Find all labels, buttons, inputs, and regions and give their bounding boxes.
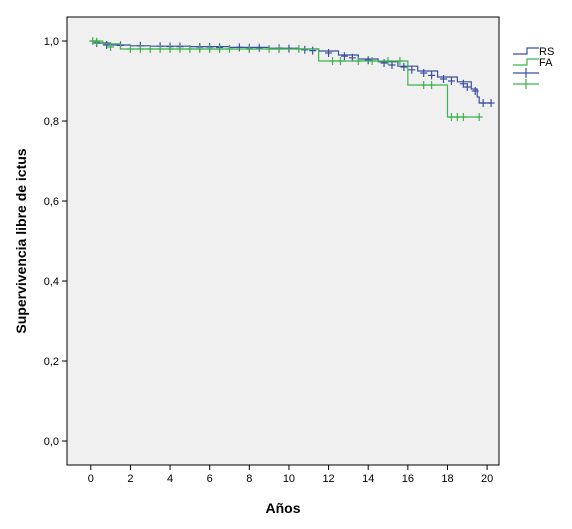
censor-mark-fa <box>447 113 455 121</box>
legend-censor-fa <box>513 79 539 89</box>
censor-mark-rs <box>340 52 348 61</box>
legend-label-fa: FA <box>539 57 553 69</box>
censor-mark-fa <box>396 57 404 65</box>
censor-mark-fa <box>136 45 144 53</box>
censor-mark-fa <box>216 45 224 53</box>
y-tick-label: 0,2 <box>44 356 59 368</box>
axes-layer: 0 2 4 6 8 10 12 14 16 18 20 0,0 0,2 0,4 0,6 0,8 1,0 <box>44 36 494 485</box>
legend-line-rs <box>513 47 539 55</box>
censor-mark-rs <box>380 59 388 67</box>
x-axis-title: Años <box>266 500 301 516</box>
y-axis-title: Supervivencia libre de ictus <box>13 148 29 333</box>
censor-mark-fa <box>89 37 97 45</box>
series-line-fa <box>90 40 480 118</box>
censor-mark-fa <box>265 45 273 53</box>
censor-mark-rs <box>255 43 263 52</box>
censor-mark-fa <box>384 57 392 65</box>
censor-mark-rs <box>440 75 448 83</box>
censor-mark-fa <box>126 45 134 53</box>
censor-mark-fa <box>368 57 376 65</box>
x-tick-label: 16 <box>402 473 414 485</box>
plot-area <box>66 16 500 466</box>
censor-mark-rs <box>103 41 111 49</box>
y-tick-label: 0,4 <box>44 276 59 288</box>
censor-mark-fa <box>93 37 101 46</box>
censor-mark-rs <box>420 69 428 77</box>
censor-mark-rs <box>447 77 455 85</box>
x-tick-label: 0 <box>88 473 94 485</box>
legend-label-rs: RS <box>539 46 554 58</box>
censor-mark-rs <box>235 43 243 52</box>
censor-mark-rs <box>400 63 408 71</box>
censor-mark-fa <box>245 45 253 53</box>
y-tick-label: 0,0 <box>44 436 59 448</box>
x-tick-label: 20 <box>481 473 493 485</box>
censor-mark-fa <box>475 113 483 121</box>
censor-mark-rs <box>388 61 396 69</box>
y-tick-label: 1,0 <box>44 36 59 48</box>
x-tick-label: 14 <box>362 473 374 485</box>
censor-mark-rs <box>471 87 479 95</box>
censor-mark-fa <box>146 45 154 53</box>
censor-mark-rs <box>309 46 317 55</box>
censor-mark-fa <box>336 57 344 65</box>
censor-mark-fa <box>295 45 303 53</box>
censor-mark-rs <box>325 49 333 57</box>
censor-mark-fa <box>459 113 467 121</box>
censor-mark-fa <box>186 45 194 53</box>
censor-mark-rs <box>301 45 309 54</box>
censor-mark-fa <box>196 45 204 53</box>
legend-censor-rs <box>513 68 539 78</box>
censor-mark-fa <box>420 81 428 89</box>
censor-mark-fa <box>225 45 233 53</box>
censor-mark-fa <box>166 45 174 53</box>
censor-mark-rs <box>479 99 487 107</box>
x-tick-label: 18 <box>441 473 453 485</box>
censor-mark-rs <box>408 65 416 74</box>
x-tick-label: 12 <box>322 473 334 485</box>
censor-mark-rs <box>487 99 495 107</box>
censor-mark-rs <box>364 56 372 65</box>
censor-mark-rs <box>459 79 467 88</box>
censor-mark-fa <box>206 45 214 53</box>
x-tick-label: 8 <box>246 473 252 485</box>
censor-mark-fa <box>156 45 164 53</box>
y-tick-label: 0,8 <box>44 116 59 128</box>
censor-mark-fa <box>329 57 337 65</box>
censor-mark-fa <box>428 81 436 89</box>
series-layer <box>89 37 495 121</box>
censor-mark-rs <box>463 83 471 91</box>
x-tick-label: 10 <box>283 473 295 485</box>
x-tick-label: 2 <box>127 473 133 485</box>
censor-mark-fa <box>354 57 362 65</box>
censor-mark-fa <box>176 45 184 53</box>
x-tick-label: 6 <box>207 473 213 485</box>
x-tick-label: 4 <box>167 473 173 485</box>
censor-mark-fa <box>275 45 283 53</box>
y-tick-label: 0,6 <box>44 196 59 208</box>
censor-mark-fa <box>453 113 461 121</box>
censor-mark-rs <box>428 71 436 80</box>
censor-mark-fa <box>107 43 115 51</box>
legend-line-fa <box>513 58 539 66</box>
